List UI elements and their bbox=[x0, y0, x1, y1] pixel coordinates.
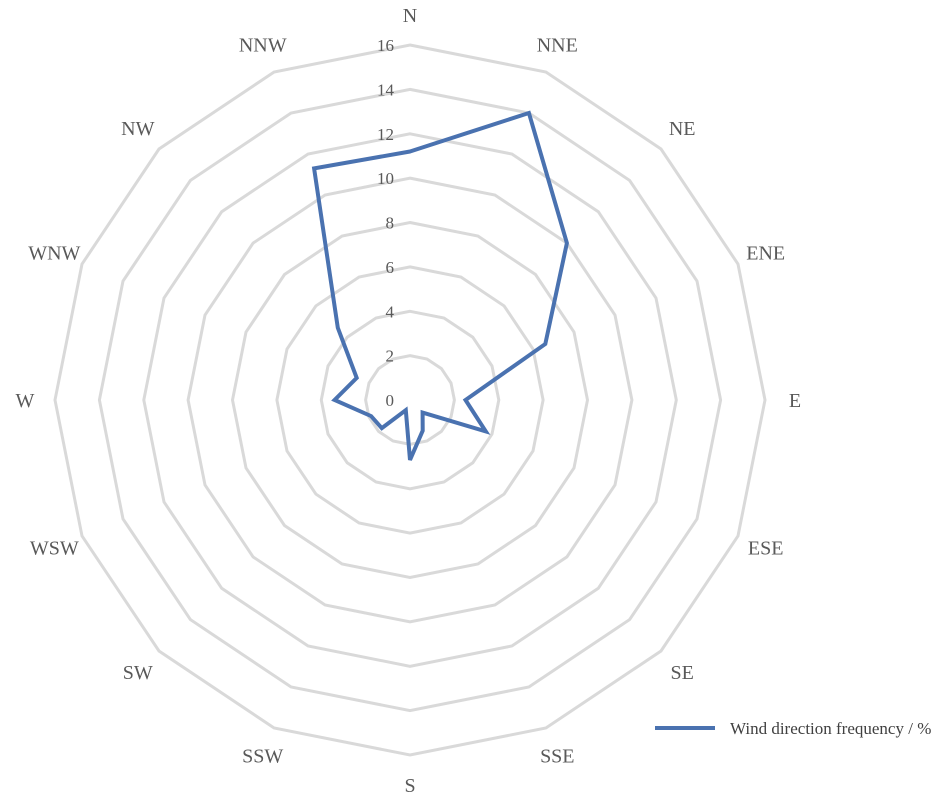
grid-ring bbox=[319, 309, 501, 491]
tick-label: 14 bbox=[377, 80, 395, 99]
grid-ring bbox=[364, 354, 456, 446]
direction-label: ESE bbox=[748, 537, 784, 559]
grid-ring bbox=[53, 43, 767, 757]
tick-label: 12 bbox=[377, 125, 394, 144]
direction-label: WNW bbox=[28, 243, 80, 265]
direction-label: E bbox=[789, 390, 801, 412]
direction-label: NE bbox=[669, 118, 696, 140]
tick-label: 10 bbox=[377, 169, 394, 188]
legend-label: Wind direction frequency / % bbox=[730, 719, 931, 738]
direction-label: S bbox=[404, 775, 415, 793]
grid-ring bbox=[97, 87, 723, 713]
direction-label: W bbox=[16, 390, 35, 412]
direction-label: NW bbox=[121, 118, 154, 140]
direction-label: N bbox=[403, 5, 417, 27]
direction-label: SE bbox=[671, 662, 694, 684]
direction-label: SSW bbox=[242, 746, 283, 768]
tick-label: 4 bbox=[386, 302, 395, 321]
series-layer bbox=[311, 110, 569, 461]
tick-label: 16 bbox=[377, 36, 394, 55]
radar-grid bbox=[53, 43, 767, 757]
direction-label: NNW bbox=[239, 34, 287, 56]
grid-ring bbox=[275, 265, 545, 535]
direction-labels: N NNE NE ENE E ESE SE SSE S SSW SW WSW W WNW NW NNW bbox=[16, 5, 802, 793]
direction-label: SW bbox=[123, 662, 153, 684]
radial-tick-labels: 0 2 4 6 8 10 12 14 16 bbox=[377, 36, 395, 410]
direction-label: SSE bbox=[540, 746, 574, 768]
grid-ring bbox=[230, 220, 590, 580]
series-line bbox=[311, 110, 569, 461]
direction-label: WSW bbox=[30, 537, 79, 559]
direction-label: NNE bbox=[537, 34, 578, 56]
tick-label: 6 bbox=[386, 258, 395, 277]
legend: Wind direction frequency / % bbox=[655, 719, 931, 738]
tick-label: 2 bbox=[386, 347, 395, 366]
tick-label: 0 bbox=[386, 391, 395, 410]
grid-ring bbox=[142, 132, 678, 668]
direction-label: ENE bbox=[746, 243, 785, 265]
grid-ring bbox=[186, 176, 634, 624]
tick-label: 8 bbox=[386, 214, 395, 233]
